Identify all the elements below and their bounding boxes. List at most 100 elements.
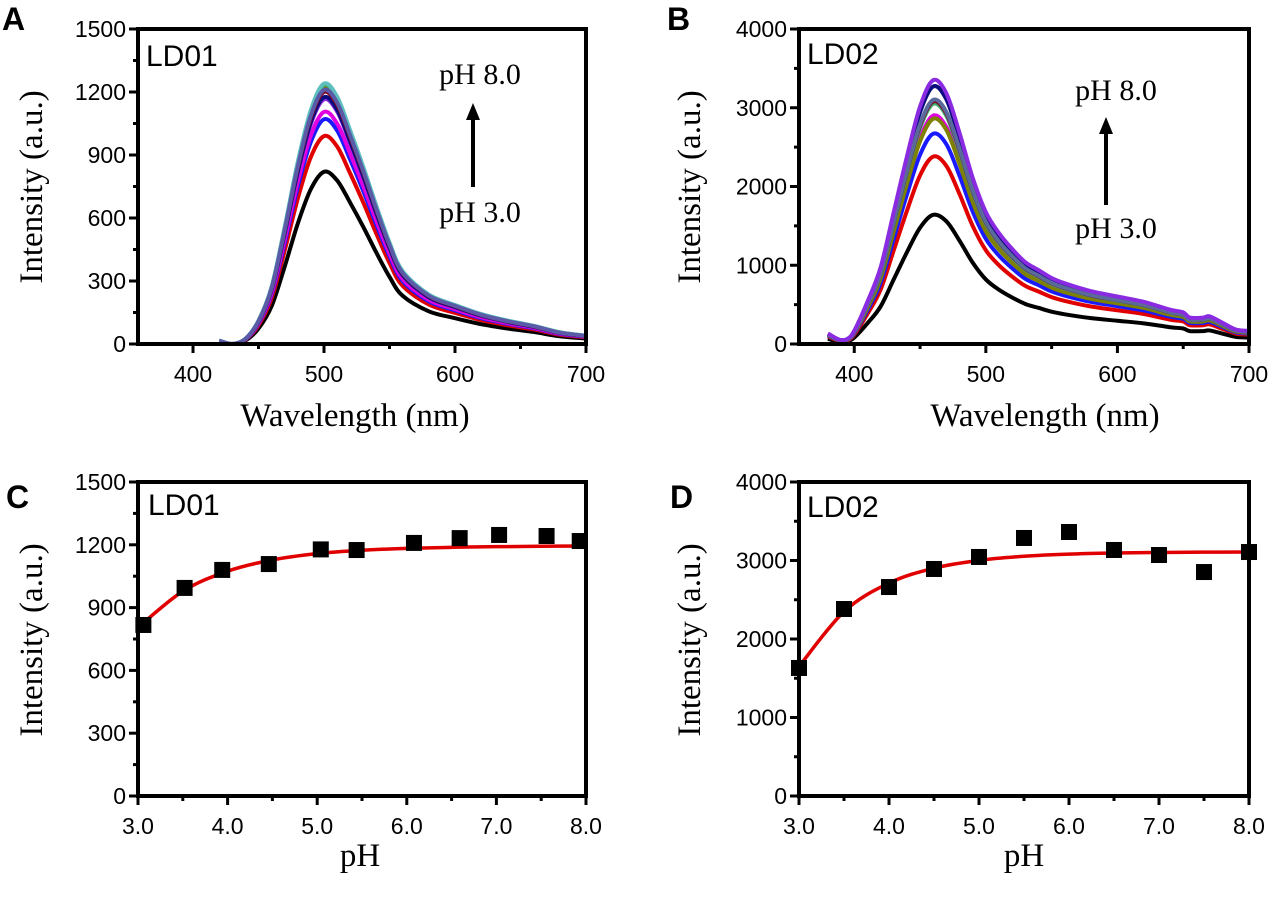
panel-letter-c: C [6, 479, 29, 515]
x-axis-title-b: Wavelength (nm) [930, 398, 1159, 434]
fit-curve [136, 544, 587, 629]
data-point [405, 534, 422, 551]
spectrum-line-5 [218, 97, 587, 347]
data-point [1061, 524, 1077, 541]
data-point [451, 530, 468, 547]
x-tick-label: 4.0 [873, 813, 905, 839]
panel-letter-a: A [2, 1, 25, 37]
y-tick-label: 3000 [736, 95, 787, 121]
spectrum-line-1 [218, 169, 587, 347]
spectrum-line-7 [218, 89, 587, 347]
y-tick-label: 0 [113, 331, 126, 357]
annotation-ph-high-b: pH 8.0 [1075, 74, 1157, 107]
spectrum-line-2 [218, 133, 587, 347]
data-point [260, 556, 277, 573]
data-point [1016, 529, 1032, 546]
x-tick-label: 3.0 [122, 813, 154, 839]
arrow-up-icon-b [1099, 117, 1113, 205]
sample-label-b: LD02 [807, 38, 879, 71]
data-point [538, 528, 555, 545]
y-tick-label: 600 [88, 657, 126, 683]
data-point [176, 579, 193, 596]
y-tick-label: 1500 [75, 16, 126, 42]
y-tick-label: 3000 [736, 548, 787, 574]
x-tick-label: 6.0 [1053, 813, 1085, 839]
y-tick-label: 1500 [75, 469, 126, 495]
y-tick-label: 4000 [736, 469, 787, 495]
x-tick-label: 700 [1230, 361, 1268, 387]
sample-label-d: LD02 [807, 491, 879, 524]
x-tick-label: 5.0 [963, 813, 995, 839]
annotation-ph-high-a: pH 8.0 [439, 58, 521, 91]
data-point [836, 601, 852, 618]
x-axis-title-c: pH [340, 838, 380, 874]
y-axis-title-b: Intensity (a.u.) [672, 90, 708, 283]
panel-d: 0 1000 2000 3000 4000 3.0 4.0 5.0 6.0 7.0 8.0 [736, 469, 1265, 839]
x-tick-label: 8.0 [1233, 813, 1265, 839]
sample-label-c: LD01 [148, 489, 220, 522]
y-tick-label: 1000 [736, 252, 787, 278]
spectrum-line-9 [218, 82, 587, 347]
panel-letter-b: B [667, 1, 690, 37]
x-tick-label: 4.0 [212, 813, 244, 839]
spectrum-line-6 [218, 94, 587, 347]
x-tick-label: 400 [835, 361, 873, 387]
fit-curve [797, 550, 1250, 668]
data-point [491, 526, 508, 543]
spectrum-line-11 [218, 87, 587, 347]
panel-b: 0 1000 2000 3000 4000 400 500 600 700 [736, 16, 1268, 387]
plot-frame [797, 480, 1251, 798]
spectrum-line-8 [826, 84, 1250, 343]
y-axis-title-c: Intensity (a.u.) [14, 543, 50, 736]
spectrum-line-4 [218, 109, 587, 347]
y-tick-label: 300 [88, 720, 126, 746]
x-tick-label: 600 [1098, 361, 1136, 387]
y-tick-label: 4000 [736, 16, 787, 42]
x-tick-label: 5.0 [301, 813, 333, 839]
y-tick-label: 2000 [736, 174, 787, 200]
y-tick-label: 1200 [75, 532, 126, 558]
data-point [1106, 541, 1122, 558]
data-point [881, 579, 897, 596]
y-tick-label: 0 [774, 331, 787, 357]
data-point [214, 561, 231, 578]
annotation-ph-low-b: pH 3.0 [1075, 212, 1157, 245]
y-axis-title-d: Intensity (a.u.) [672, 543, 708, 736]
spectrum-line-3 [218, 117, 587, 347]
x-tick-label: 700 [567, 361, 605, 387]
x-tick-label: 8.0 [570, 813, 602, 839]
x-tick-label: 7.0 [1143, 813, 1175, 839]
y-axis-title-a: Intensity (a.u.) [14, 90, 50, 283]
y-tick-label: 900 [88, 595, 126, 621]
data-point [1151, 547, 1167, 564]
spectrum-line-10 [826, 77, 1250, 343]
data-point [1196, 564, 1212, 581]
x-axis-title-a: Wavelength (nm) [240, 398, 469, 434]
y-tick-label: 0 [113, 783, 126, 809]
sample-label-a: LD01 [146, 40, 218, 73]
y-tick-label: 1000 [736, 705, 787, 731]
plot-frame [797, 27, 1251, 346]
y-tick-label: 900 [88, 142, 126, 168]
arrow-up-icon-a [466, 103, 480, 187]
annotation-ph-low-a: pH 3.0 [439, 196, 521, 229]
x-tick-label: 3.0 [783, 813, 815, 839]
y-tick-label: 2000 [736, 626, 787, 652]
spectrum-line-1 [827, 212, 1250, 345]
y-tick-label: 0 [774, 783, 787, 809]
x-tick-label: 600 [436, 361, 474, 387]
panel-a: 0 300 600 900 1200 1500 400 500 600 700 [75, 16, 605, 387]
x-tick-label: 500 [967, 361, 1005, 387]
data-point [971, 548, 987, 565]
data-point [312, 541, 329, 558]
data-point [571, 533, 588, 550]
x-axis-title-d: pH [1004, 838, 1044, 874]
spectrum-line-8 [218, 85, 587, 347]
plot-frame [136, 480, 588, 798]
data-point [348, 542, 365, 559]
x-tick-label: 500 [305, 361, 343, 387]
panel-letter-d: D [670, 479, 693, 515]
data-point [926, 560, 942, 577]
y-tick-label: 1200 [75, 79, 126, 105]
